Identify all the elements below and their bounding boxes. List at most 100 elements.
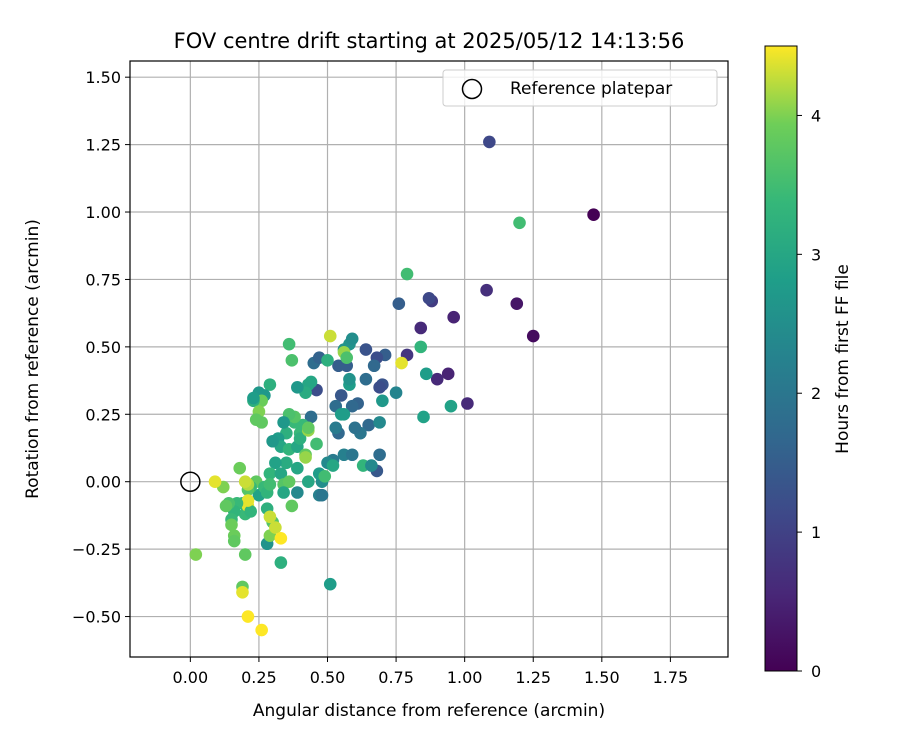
data-point (285, 354, 299, 367)
data-point (302, 475, 315, 489)
colorbar-tick-label: 3 (811, 245, 821, 264)
data-point (263, 378, 277, 391)
data-point (255, 623, 268, 637)
plot-frame (129, 60, 729, 658)
data-point (269, 521, 282, 534)
data-point (274, 556, 288, 569)
data-point (244, 505, 257, 518)
data-point (447, 310, 460, 324)
data-point (247, 391, 260, 405)
data-point (293, 432, 307, 445)
x-tick-label: 0.00 (173, 668, 209, 687)
data-point (461, 397, 474, 410)
data-point (513, 216, 526, 230)
data-point (285, 499, 299, 513)
data-point (236, 585, 249, 599)
data-point (332, 359, 345, 373)
data-point (441, 367, 455, 381)
colorbar-tick-label: 1 (811, 523, 821, 542)
data-point (345, 448, 359, 462)
data-point (249, 413, 263, 426)
data-point (395, 356, 408, 370)
y-axis: 1.50 1.25 1.00 0.75 0.50 0.25 0.00 −0.25 −0.50 (72, 68, 130, 627)
data-point (414, 340, 428, 354)
data-point (321, 354, 334, 367)
data-point (277, 416, 290, 429)
data-point (430, 372, 444, 386)
x-tick-label: 1.75 (653, 668, 689, 687)
data-point (282, 337, 296, 351)
data-point (274, 467, 288, 480)
data-point (359, 343, 373, 356)
data-point (304, 375, 318, 389)
data-point (241, 610, 255, 623)
data-point (189, 548, 203, 561)
colorbar: 0 1 2 3 4 Hours from first FF file (764, 45, 853, 681)
data-point (304, 410, 318, 424)
data-point (376, 394, 389, 408)
y-tick-label: 1.00 (85, 203, 121, 222)
y-tick-label: 0.25 (85, 405, 121, 424)
data-point (480, 283, 493, 297)
data-point (587, 208, 600, 222)
data-point (238, 475, 252, 489)
data-point (263, 478, 277, 491)
data-point (359, 372, 373, 386)
colorbar-ticks: 0 1 2 3 4 (797, 106, 821, 681)
x-tick-label: 0.25 (241, 668, 277, 687)
y-tick-label: 1.50 (85, 68, 121, 87)
data-point (323, 329, 337, 343)
x-axis-label: Angular distance from reference (arcmin) (253, 701, 605, 721)
legend: Reference platepar (442, 69, 718, 107)
data-point (326, 459, 340, 472)
data-point (225, 518, 238, 532)
data-point (417, 410, 430, 424)
y-tick-label: 0.00 (85, 473, 121, 492)
data-point (318, 470, 332, 483)
data-point (302, 421, 315, 435)
x-axis: 0.00 0.25 0.50 0.75 1.00 1.25 1.50 1.75 (173, 657, 689, 687)
data-point (389, 386, 403, 400)
data-point (526, 329, 540, 343)
data-point (227, 534, 241, 548)
y-tick-label: 0.50 (85, 338, 121, 357)
data-point (367, 359, 381, 373)
data-point (263, 510, 277, 524)
data-point (362, 418, 375, 432)
data-point (414, 321, 428, 335)
colorbar-tick-label: 4 (811, 106, 821, 125)
legend-label: Reference platepar (510, 79, 672, 99)
data-point (373, 448, 386, 462)
y-tick-label: −0.50 (72, 608, 121, 627)
colorbar-tick-label: 0 (811, 662, 821, 681)
colorbar-tick-label: 2 (811, 384, 821, 403)
data-point (291, 381, 304, 394)
x-tick-label: 1.25 (515, 668, 551, 687)
x-tick-label: 0.50 (310, 668, 346, 687)
data-point (277, 486, 290, 499)
data-point (334, 389, 348, 402)
data-point (483, 135, 496, 149)
data-point (291, 461, 304, 475)
data-point (238, 548, 252, 561)
chart-title: FOV centre drift starting at 2025/05/12 … (174, 29, 685, 53)
data-point (274, 532, 288, 545)
data-point (345, 332, 359, 346)
data-point (373, 381, 386, 394)
y-tick-label: 1.25 (85, 136, 121, 155)
data-point (510, 297, 524, 311)
x-tick-label: 0.75 (378, 668, 414, 687)
data-point (310, 437, 323, 451)
data-point (422, 292, 436, 305)
reference-platepar-marker (180, 471, 201, 492)
data-point (400, 267, 414, 281)
colorbar-label: Hours from first FF file (833, 264, 853, 454)
data-point (348, 421, 362, 435)
data-point (208, 475, 222, 489)
data-point (365, 459, 378, 472)
data-point (419, 367, 433, 381)
data-point (343, 372, 356, 386)
y-axis-label: Rotation from reference (arcmin) (23, 219, 43, 499)
plot-area (129, 60, 729, 658)
